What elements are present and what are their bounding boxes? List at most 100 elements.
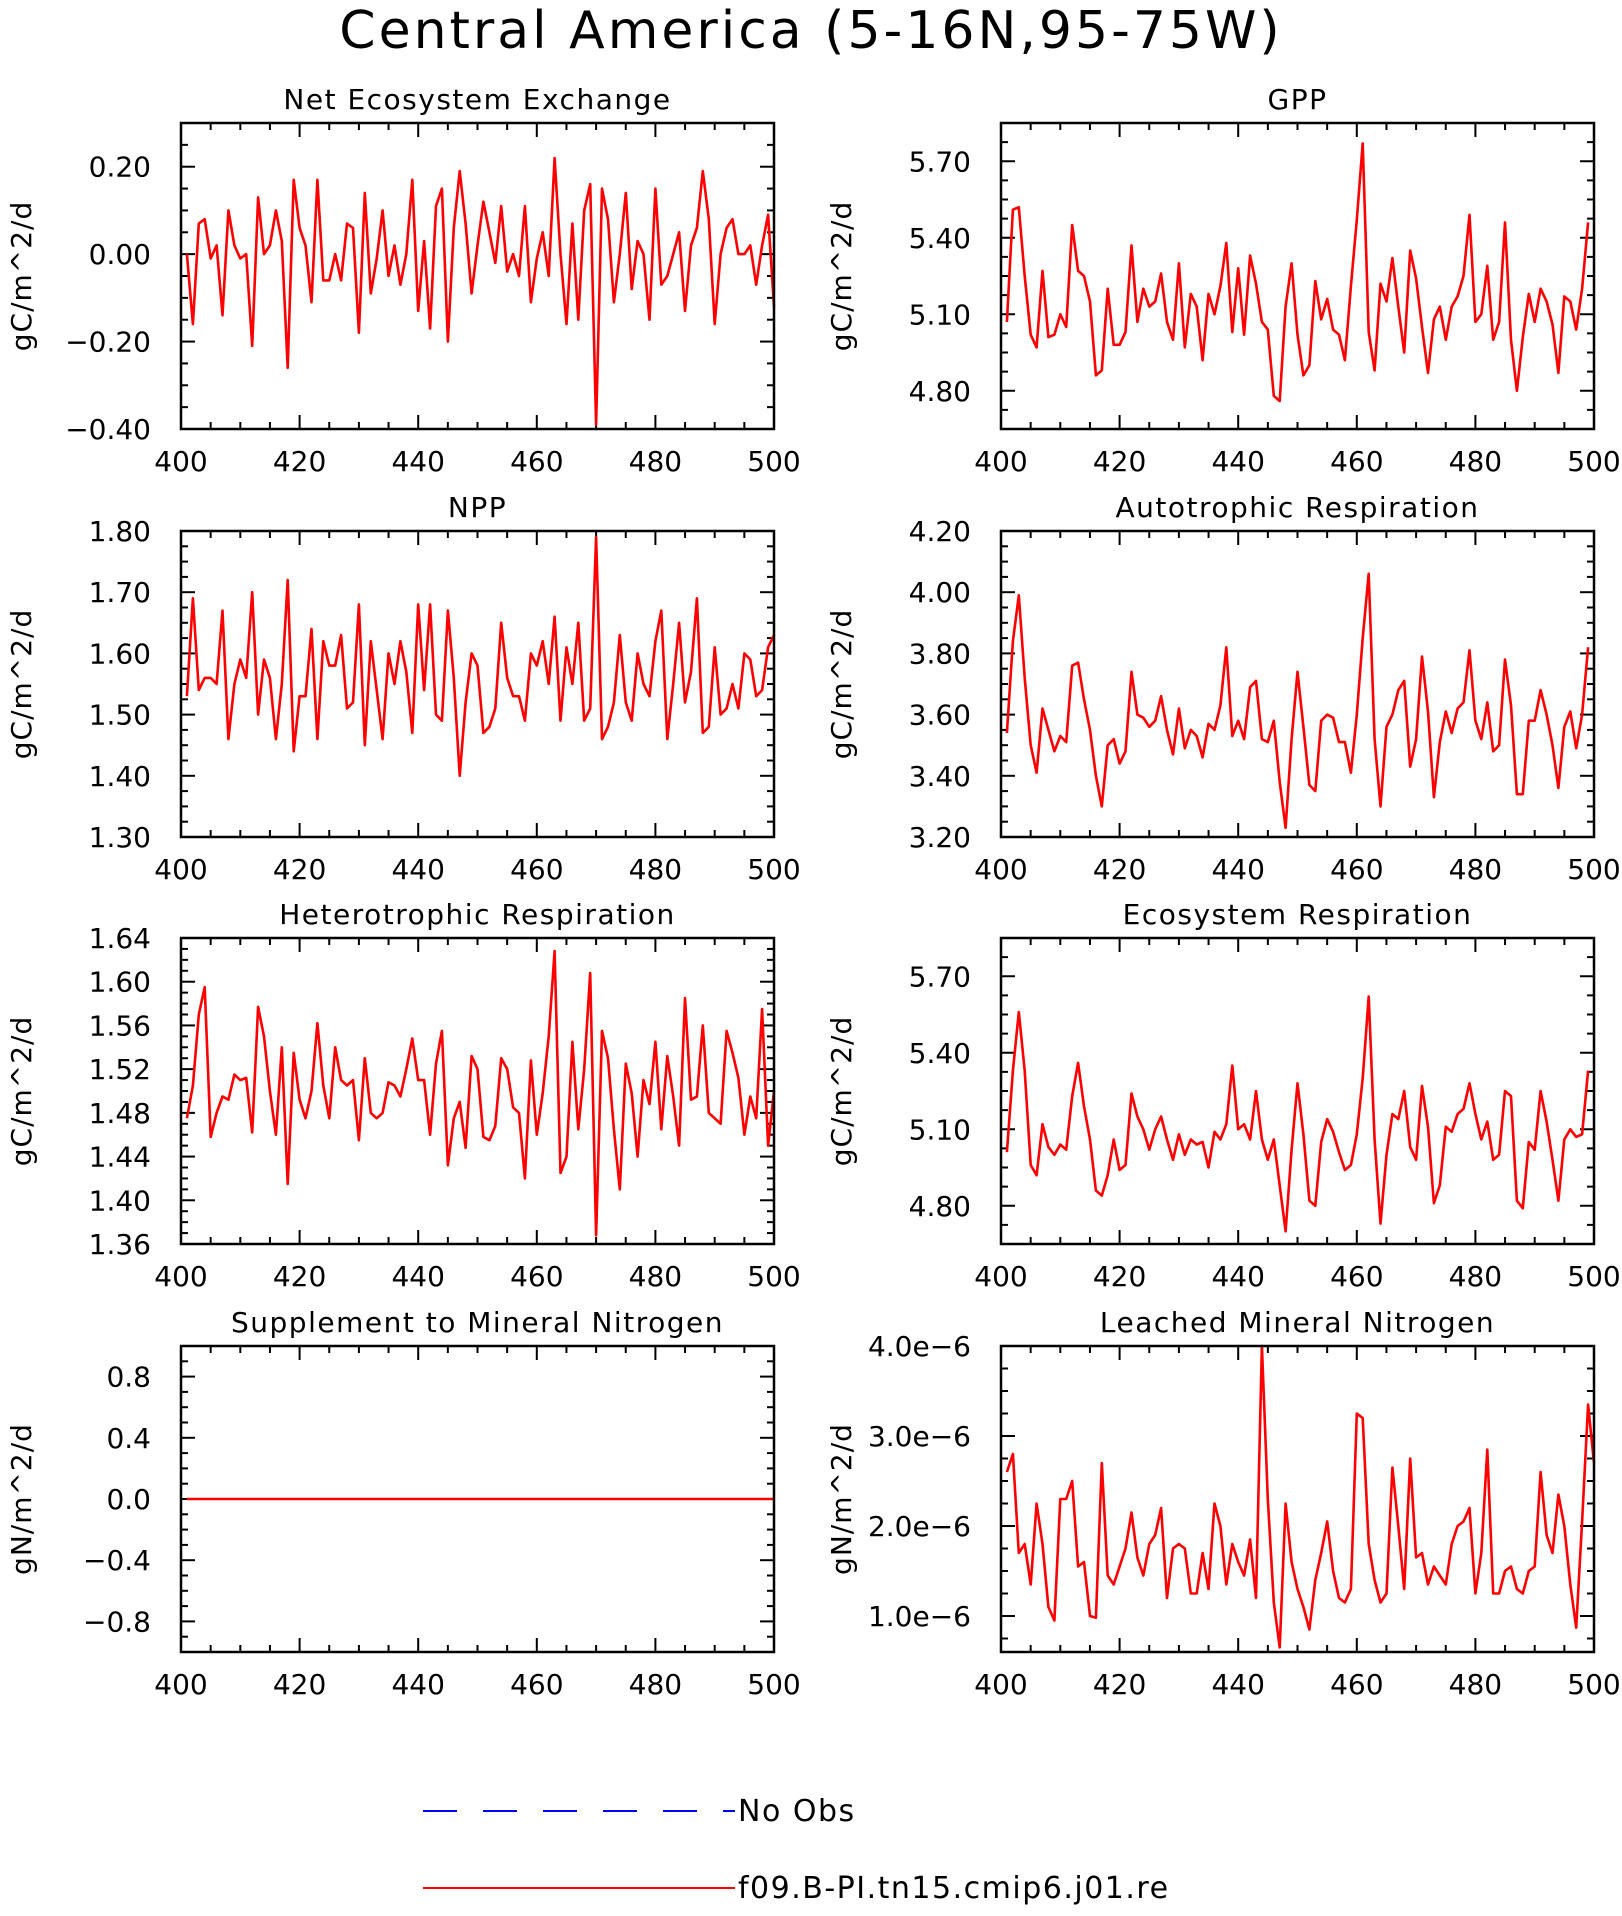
panel-net-ecosystem-exchange: Net Ecosystem Exchange gC/m^2/d 400 420 440 4… <box>5 83 801 478</box>
x-tick-label: 420 <box>273 445 326 478</box>
x-tick-label: 480 <box>629 1260 682 1293</box>
x-tick-label: 400 <box>974 853 1027 886</box>
x-tick-label: 460 <box>1330 853 1383 886</box>
plot-frame <box>999 936 1596 1246</box>
x-tick-label: 400 <box>974 1668 1027 1701</box>
series-line-npp <box>185 535 776 778</box>
y-tick-label: 1.40 <box>89 760 151 793</box>
x-tick-label: 500 <box>747 445 800 478</box>
y-tick-label: 4.00 <box>909 576 971 609</box>
x-tick-label: 500 <box>1567 445 1620 478</box>
x-tick-label: 480 <box>1449 1260 1502 1293</box>
x-tick-label: 420 <box>1093 1668 1146 1701</box>
panel-title: NPP <box>448 491 507 524</box>
plot-frame <box>179 121 776 431</box>
panel-heterotrophic-respiration: Heterotrophic Respiration gC/m^2/d 400 420 4… <box>5 898 801 1293</box>
x-tick-label: 480 <box>1449 1668 1502 1701</box>
plot-frame <box>179 936 776 1246</box>
plot-frame <box>999 529 1596 839</box>
y-tick-label: 5.70 <box>909 145 971 178</box>
y-tick-label: 4.0e−6 <box>868 1330 971 1363</box>
panel-title: Heterotrophic Respiration <box>279 898 675 931</box>
y-axis-label: gC/m^2/d <box>825 1016 858 1167</box>
y-axis-label: gN/m^2/d <box>825 1423 858 1575</box>
x-tick-label: 500 <box>747 1260 800 1293</box>
series-line-heterotrophic-respiration <box>185 949 776 1237</box>
panels-group: Net Ecosystem Exchange gC/m^2/d 400 420 440 4… <box>5 83 1621 1701</box>
y-tick-label: 3.40 <box>909 760 971 793</box>
plot-frame <box>999 121 1596 431</box>
y-tick-label: 5.10 <box>909 298 971 331</box>
plot-frame <box>999 1344 1596 1654</box>
series-line-net-ecosystem-exchange <box>185 156 776 426</box>
x-tick-label: 500 <box>1567 1668 1620 1701</box>
series-line-ecosystem-respiration <box>1005 995 1590 1233</box>
x-tick-label: 480 <box>629 853 682 886</box>
y-tick-label: 2.0e−6 <box>868 1510 971 1543</box>
y-tick-label: 1.0e−6 <box>868 1600 971 1633</box>
y-tick-label: 1.70 <box>89 576 151 609</box>
panel-gpp: GPP gC/m^2/d 400 420 440 460 480 500 4.80 5.10 5.4… <box>825 83 1621 478</box>
x-tick-label: 460 <box>510 853 563 886</box>
y-tick-label: 5.40 <box>909 1037 971 1070</box>
x-tick-label: 460 <box>1330 445 1383 478</box>
x-tick-label: 500 <box>747 1668 800 1701</box>
x-tick-label: 460 <box>1330 1668 1383 1701</box>
y-tick-label: −0.8 <box>83 1605 151 1638</box>
series-line-leached-mineral-nitrogen <box>1005 1344 1596 1649</box>
y-tick-label: 4.80 <box>909 1190 971 1223</box>
y-tick-label: 1.64 <box>89 922 151 955</box>
page-title: Central America (5-16N,95-75W) <box>339 1 1283 61</box>
y-tick-label: 5.70 <box>909 960 971 993</box>
panel-autotrophic-respiration: Autotrophic Respiration gC/m^2/d 400 420 440… <box>825 491 1621 886</box>
y-tick-label: 1.80 <box>89 515 151 548</box>
y-axis-label: gN/m^2/d <box>5 1423 38 1575</box>
x-tick-label: 400 <box>974 1260 1027 1293</box>
y-tick-label: 1.44 <box>89 1141 151 1174</box>
y-tick-label: −0.20 <box>65 326 151 359</box>
y-tick-label: 1.56 <box>89 1009 151 1042</box>
panel-ecosystem-respiration: Ecosystem Respiration gC/m^2/d 400 420 440 46… <box>825 898 1621 1293</box>
y-tick-label: −0.40 <box>65 413 151 446</box>
y-axis-label: gC/m^2/d <box>5 609 38 760</box>
panel-supplement-to-mineral-nitrogen: Supplement to Mineral Nitrogen gN/m^2/d 40… <box>5 1306 801 1701</box>
x-tick-label: 420 <box>1093 1260 1146 1293</box>
panel-leached-mineral-nitrogen: Leached Mineral Nitrogen gN/m^2/d 400 420 44… <box>825 1306 1621 1701</box>
y-tick-label: −0.4 <box>83 1544 151 1577</box>
x-tick-label: 460 <box>510 1260 563 1293</box>
panel-title: GPP <box>1268 83 1328 116</box>
y-tick-label: 1.60 <box>89 966 151 999</box>
y-axis-label: gC/m^2/d <box>5 1016 38 1167</box>
y-axis-label: gC/m^2/d <box>825 201 858 352</box>
y-tick-label: 5.40 <box>909 222 971 255</box>
x-tick-label: 420 <box>273 1668 326 1701</box>
legend: No Obs f09.B-PI.tn15.cmip6.j01.re <box>423 1794 1168 1906</box>
panel-title: Autotrophic Respiration <box>1116 491 1480 524</box>
panel-title: Supplement to Mineral Nitrogen <box>231 1306 724 1339</box>
x-tick-label: 400 <box>974 445 1027 478</box>
y-axis-label: gC/m^2/d <box>5 201 38 352</box>
legend-label: No Obs <box>738 1794 856 1829</box>
x-tick-label: 480 <box>629 445 682 478</box>
series-line-autotrophic-respiration <box>1005 572 1590 830</box>
x-tick-label: 400 <box>154 853 207 886</box>
y-tick-label: 1.30 <box>89 821 151 854</box>
x-tick-label: 440 <box>391 1260 444 1293</box>
y-tick-label: 5.10 <box>909 1113 971 1146</box>
x-tick-label: 440 <box>391 853 444 886</box>
y-tick-label: 0.0 <box>106 1483 151 1516</box>
x-tick-label: 460 <box>510 445 563 478</box>
x-tick-label: 440 <box>391 445 444 478</box>
y-tick-label: 3.80 <box>909 637 971 670</box>
series-line-gpp <box>1005 142 1590 403</box>
x-tick-label: 420 <box>1093 853 1146 886</box>
plot-frame <box>179 529 776 839</box>
x-tick-label: 500 <box>1567 853 1620 886</box>
plot-frame <box>179 1344 776 1654</box>
x-tick-label: 440 <box>391 1668 444 1701</box>
y-tick-label: 1.52 <box>89 1053 151 1086</box>
y-tick-label: 1.40 <box>89 1184 151 1217</box>
y-tick-label: 4.20 <box>909 515 971 548</box>
x-tick-label: 500 <box>1567 1260 1620 1293</box>
